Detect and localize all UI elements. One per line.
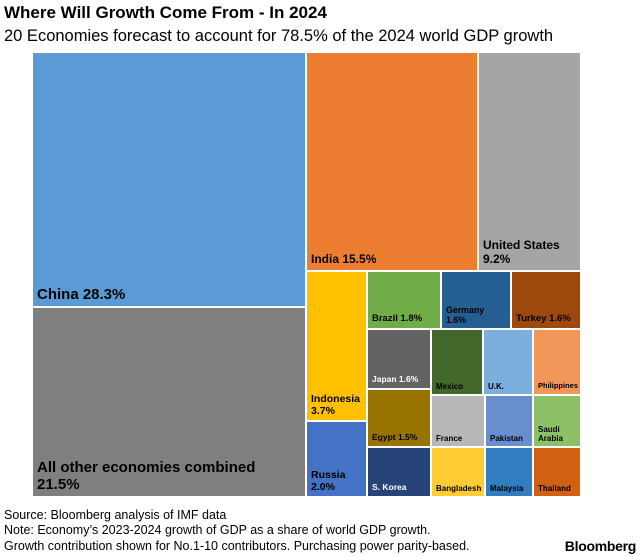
tile-label-france: France xyxy=(436,433,463,443)
treemap-tile-mexico: Mexico xyxy=(431,329,483,395)
treemap-tile-brazil: Brazil 1.8% xyxy=(367,271,441,329)
treemap-tile-u-k: U.K. xyxy=(483,329,533,395)
tile-label-thailand: Thailand xyxy=(538,483,571,493)
tile-label-united-states: United States 9.2% xyxy=(483,238,560,267)
tile-label-indonesia: Indonesia 3.7% xyxy=(311,392,361,417)
treemap-tile-india: India 15.5% xyxy=(306,52,478,271)
tile-label-turkey: Turkey 1.6% xyxy=(516,313,571,325)
tile-label-all-other-economies-combined: All other economies combined 21.5% xyxy=(37,458,256,493)
treemap-tile-china: China 28.3% xyxy=(32,52,306,307)
tile-label-mexico: Mexico xyxy=(436,381,464,391)
treemap-tile-malaysia: Malaysia xyxy=(485,447,533,497)
treemap-tile-all-other-economies-combined: All other economies combined 21.5% xyxy=(32,307,306,497)
treemap-tile-philippines: Philippines xyxy=(533,329,581,395)
treemap-tile-germany: Germany 1.6% xyxy=(441,271,511,329)
tile-label-russia: Russia 2.0% xyxy=(311,468,346,493)
tile-label-s-korea: S. Korea xyxy=(372,482,407,493)
tile-label-pakistan: Pakistan xyxy=(490,433,523,443)
source-note: Source: Bloomberg analysis of IMF data xyxy=(4,508,227,522)
tile-label-india: India 15.5% xyxy=(311,252,377,267)
treemap-tile-egypt: Egypt 1.5% xyxy=(367,389,431,447)
treemap-tile-indonesia: Indonesia 3.7% xyxy=(306,271,367,421)
tile-label-saudi-arabia: Saudi Arabia xyxy=(538,424,563,443)
treemap-tile-russia: Russia 2.0% xyxy=(306,421,367,497)
tile-label-japan: Japan 1.6% xyxy=(372,374,419,385)
tile-label-u-k: U.K. xyxy=(488,381,504,391)
tile-label-malaysia: Malaysia xyxy=(490,483,524,493)
treemap-tile-united-states: United States 9.2% xyxy=(478,52,581,271)
tile-label-brazil: Brazil 1.8% xyxy=(372,313,423,325)
tile-label-china: China 28.3% xyxy=(37,285,126,303)
methodology-note: Note: Economy’s 2023-2024 growth of GDP … xyxy=(4,523,431,538)
treemap-tile-bangladesh: Bangladesh xyxy=(431,447,485,497)
chart-subtitle: 20 Economies forecast to account for 78.… xyxy=(4,27,554,45)
contributors-note: Growth contribution shown for No.1-10 co… xyxy=(4,538,470,553)
tile-label-philippines: Philippines xyxy=(538,381,579,391)
bloomberg-logo: Bloomberg xyxy=(564,538,637,554)
tile-label-egypt: Egypt 1.5% xyxy=(372,432,418,443)
treemap-tile-s-korea: S. Korea xyxy=(367,447,431,497)
treemap-tile-france: France xyxy=(431,395,485,447)
treemap-tile-japan: Japan 1.6% xyxy=(367,329,431,389)
chart-title: Where Will Growth Come From - In 2024 xyxy=(4,3,327,22)
treemap-tile-saudi-arabia: Saudi Arabia xyxy=(533,395,581,447)
tile-label-germany: Germany 1.6% xyxy=(446,304,485,325)
footnotes: Source: Bloomberg analysis of IMF data N… xyxy=(4,508,470,554)
treemap-tile-turkey: Turkey 1.6% xyxy=(511,271,581,329)
treemap-tile-thailand: Thailand xyxy=(533,447,581,497)
treemap-tile-pakistan: Pakistan xyxy=(485,395,533,447)
tile-label-bangladesh: Bangladesh xyxy=(436,483,482,493)
